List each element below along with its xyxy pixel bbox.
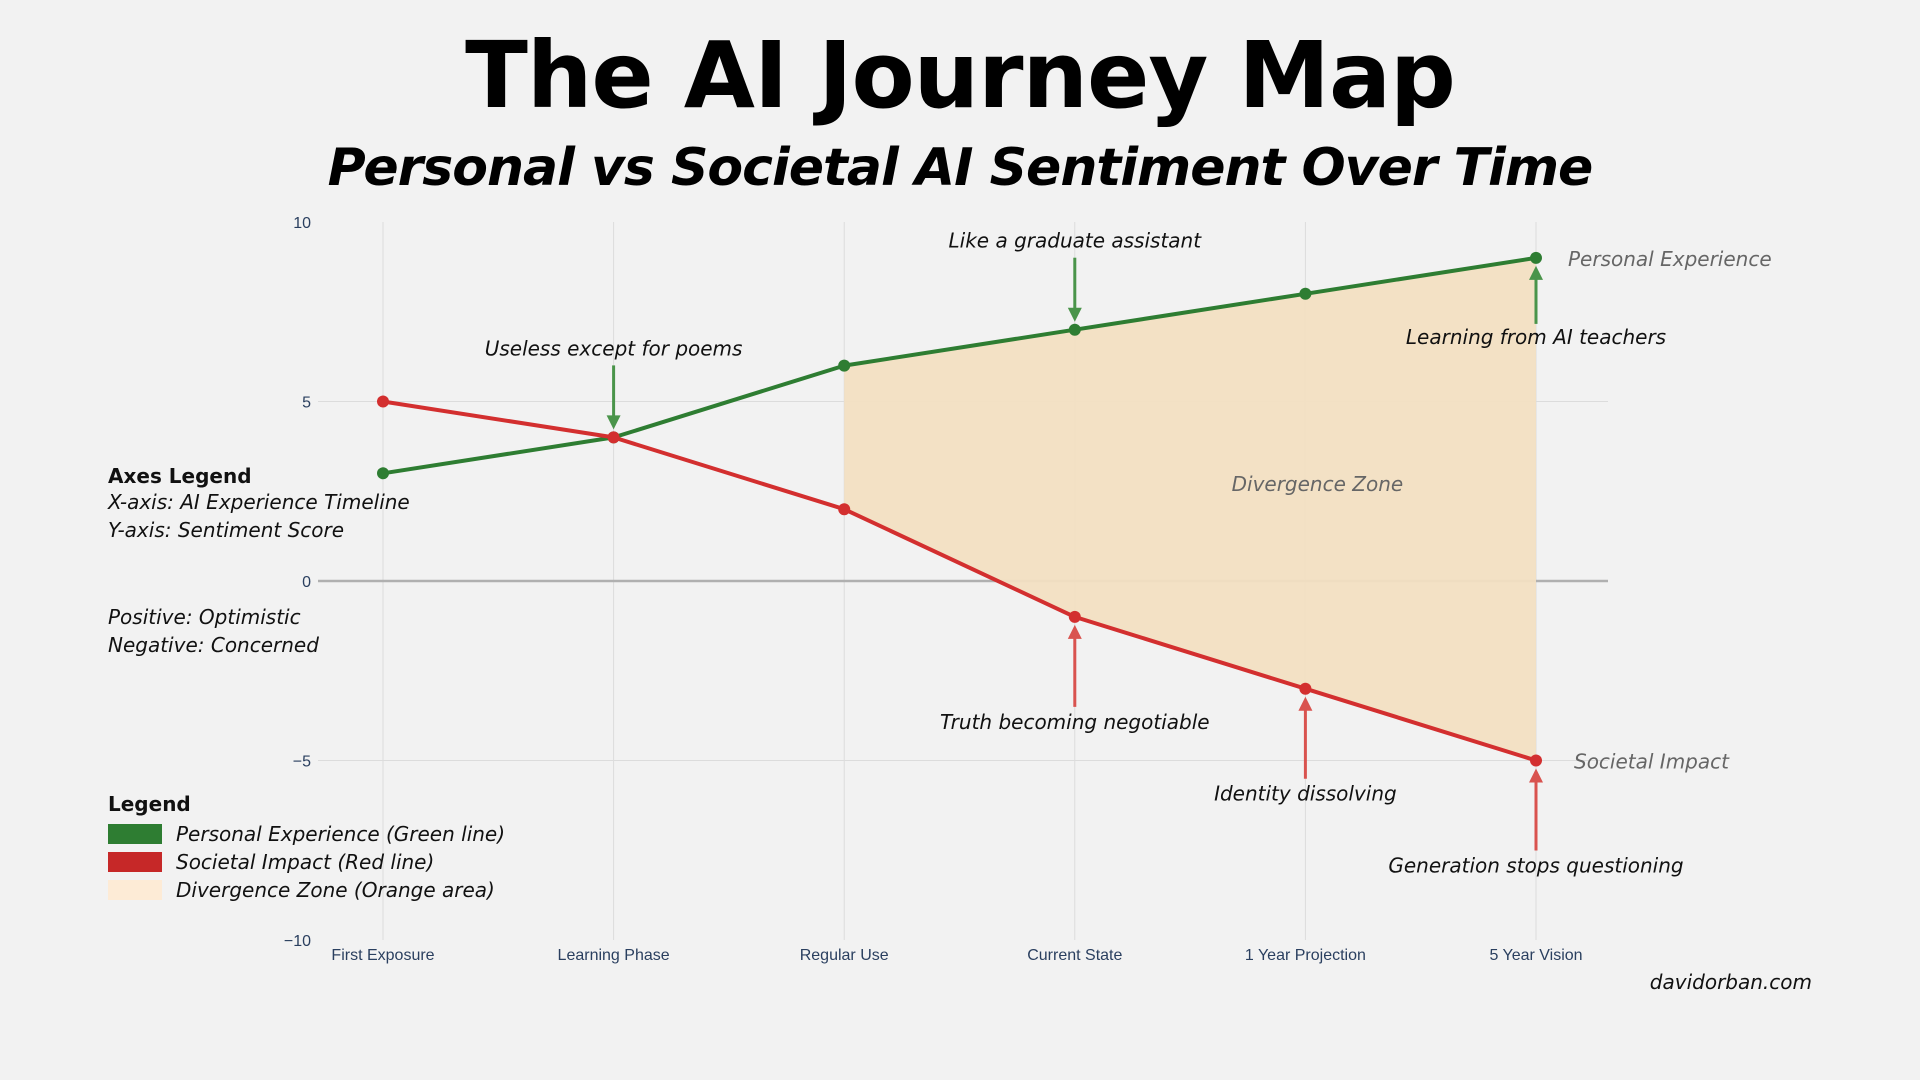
societal-data-point xyxy=(607,431,620,444)
x-tick-label: Current State xyxy=(1027,947,1122,964)
y-tick-label: 5 xyxy=(302,395,311,412)
societal-data-point xyxy=(377,395,389,408)
legend-swatch-green xyxy=(108,824,162,844)
positive-description: Positive: Optimistic xyxy=(108,605,301,629)
societal-data-point xyxy=(1068,610,1081,623)
y-tick-label: 10 xyxy=(293,215,311,232)
legend-label: Personal Experience (Green line) xyxy=(176,822,506,846)
x-tick-label: Learning Phase xyxy=(558,947,670,964)
personal-data-point xyxy=(1299,287,1312,300)
arrow-up-icon xyxy=(1067,624,1082,639)
x-tick-label: Regular Use xyxy=(800,947,889,964)
x-tick-label: First Exposure xyxy=(331,947,434,964)
negative-description: Negative: Concerned xyxy=(108,633,319,657)
y-tick-label: 0 xyxy=(302,574,311,591)
page-subtitle: Personal vs Societal AI Sentiment Over T… xyxy=(327,138,1594,198)
arrow-up-icon xyxy=(1529,265,1543,280)
annotation-label: Useless except for poems xyxy=(485,336,743,360)
personal-experience-line xyxy=(382,255,1537,476)
divergence-zone-label: Divergence Zone xyxy=(1232,472,1404,496)
societal-impact-line xyxy=(382,399,1537,763)
societal-data-point xyxy=(1299,682,1312,695)
personal-data-point xyxy=(838,359,851,372)
societal-data-point xyxy=(838,503,851,516)
legend-heading: Legend xyxy=(108,792,191,816)
annotation-label: Generation stops questioning xyxy=(1388,854,1683,878)
divergence-zone-area xyxy=(844,257,1536,761)
arrow-up-icon xyxy=(1529,768,1543,783)
axes-legend-heading: Axes Legend xyxy=(108,464,252,488)
x-axis-description: X-axis: AI Experience Timeline xyxy=(108,490,410,514)
legend-item-societal: Societal Impact (Red line) xyxy=(108,848,505,876)
x-tick-label: 5 Year Vision xyxy=(1489,947,1582,964)
legend-label: Divergence Zone (Orange area) xyxy=(176,878,495,902)
legend-swatch-red xyxy=(108,852,162,872)
societal-data-point xyxy=(1530,754,1542,767)
axes-legend: Axes Legend X-axis: AI Experience Timeli… xyxy=(108,464,410,544)
x-tick-label: 1 Year Projection xyxy=(1245,947,1366,964)
series-end-label: Societal Impact xyxy=(1574,750,1730,774)
legend-swatch-orange xyxy=(108,880,162,900)
annotation-label: Learning from AI teachers xyxy=(1406,325,1666,349)
annotation-label: Identity dissolving xyxy=(1214,782,1397,806)
legend: Legend Personal Experience (Green line) … xyxy=(108,792,505,904)
legend-item-divergence: Divergence Zone (Orange area) xyxy=(108,876,505,904)
series-end-label: Personal Experience xyxy=(1568,247,1772,271)
page-title: The AI Journey Map xyxy=(465,22,1456,129)
legend-label: Societal Impact (Red line) xyxy=(176,850,435,874)
y-tick-label: −5 xyxy=(293,754,311,771)
sentiment-key: Positive: Optimistic Negative: Concerned xyxy=(108,603,319,659)
annotation-label: Truth becoming negotiable xyxy=(940,710,1210,734)
personal-data-point xyxy=(1068,323,1081,336)
personal-data-point xyxy=(377,467,389,480)
legend-item-personal: Personal Experience (Green line) xyxy=(108,820,505,848)
annotation-label: Like a graduate assistant xyxy=(949,229,1203,253)
y-tick-label: −10 xyxy=(284,933,311,950)
arrow-up-icon xyxy=(1298,696,1313,711)
personal-data-point xyxy=(1530,251,1542,264)
credit-text: davidorban.com xyxy=(1649,970,1812,994)
arrow-down-icon xyxy=(1067,307,1082,322)
y-axis-description: Y-axis: Sentiment Score xyxy=(108,518,345,542)
arrow-down-icon xyxy=(606,415,621,430)
